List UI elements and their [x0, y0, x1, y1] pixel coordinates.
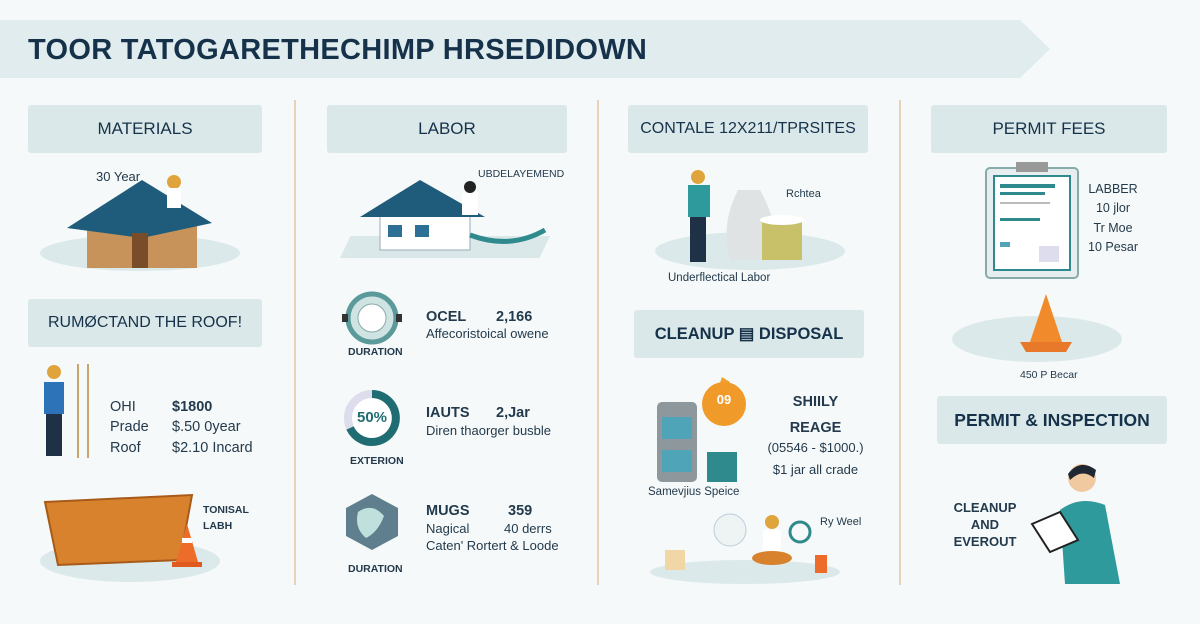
item-value: 359: [508, 503, 533, 519]
label-line: AND: [970, 516, 1000, 532]
traffic-cone-icon: [1020, 294, 1072, 352]
label-line: CLEANUP: [953, 500, 1017, 515]
gauge-value: 50%: [356, 409, 388, 426]
house-labor-illustration: [360, 180, 547, 251]
item-name: MUGS: [426, 503, 470, 519]
traffic-cone-icon: [172, 524, 202, 567]
dumpster-label: TONISAL LABH: [203, 503, 249, 535]
detail-line: 10 Pesar: [1088, 240, 1139, 255]
cleanup-disposal-header: CLEANUP ▤ DISPOSAL: [634, 310, 864, 358]
percentage-gauge: [344, 390, 400, 446]
house-label: UBDELAYEMEND: [478, 168, 565, 180]
cost-table: OHI $1800 Prade $.50 0year Roof $2.10 Incar…: [110, 397, 253, 458]
cone-label: 450 P Becar: [1020, 369, 1078, 381]
permit-fees-header: PERMIT FEES: [931, 105, 1167, 153]
permit-details: LABBER 10 jlor Tr Moe 10 Pesar: [1088, 180, 1138, 258]
detail-line: SHIILY: [792, 394, 839, 410]
house-roof-illustration: [67, 175, 212, 268]
item-name: IAUTS: [426, 405, 470, 421]
bag-label: Rchtea: [786, 188, 821, 200]
detail-line: LABBER: [1088, 182, 1138, 196]
divider: [294, 100, 296, 585]
row-value: $1800: [172, 399, 213, 415]
item-desc: 40 derrs: [504, 521, 552, 536]
inspector-illustration: [1030, 464, 1120, 584]
label-line: EVEROUT: [953, 533, 1017, 549]
detail-line: 10 jlor: [1095, 201, 1131, 216]
icon-label: EXTERION: [350, 455, 404, 467]
row-label: Prade: [110, 419, 149, 436]
item-value: 2,Jar: [496, 405, 530, 421]
roof-label: 30 Year: [96, 169, 141, 184]
label-line: TONISAL: [203, 504, 249, 516]
detail-line: $1 jar all crade: [772, 461, 859, 477]
detail-line: Tr Moe: [1093, 220, 1133, 235]
map-hexagon-icon: [346, 494, 398, 550]
cleaning-supplies-illustration: [657, 377, 746, 482]
divider: [597, 100, 599, 585]
permit-document-icon: [985, 162, 1079, 279]
label-line: LABH: [203, 519, 233, 532]
item-name: OCEL: [426, 309, 467, 325]
divider: [899, 100, 901, 585]
item-desc: Caten' Rortert & Loode: [426, 538, 559, 553]
icon-label: DURATION: [348, 563, 403, 575]
permit-inspection-header: PERMIT & INSPECTION: [937, 396, 1167, 444]
contale-header: CONTALE 12X211/TPRSITES: [628, 105, 868, 153]
worker-label: Ry Weel: [820, 516, 862, 528]
item-value: 2,166: [496, 309, 533, 325]
row-value: $.50 0year: [172, 419, 241, 436]
worker-materials-illustration: [688, 170, 804, 262]
row-value: $2.10 Incard: [172, 439, 253, 456]
item-desc: Diren thaorger busble: [426, 423, 552, 438]
worker-cleanup-illustration: [650, 513, 840, 584]
duration-clock-icon: [342, 291, 402, 345]
page-title: TOOR TATOGARETHECHIMP HRSEDIDOWN: [28, 34, 648, 66]
caption: Samevjius Speice: [648, 486, 740, 498]
title-banner: [0, 20, 1050, 78]
caption: Underflectical Labor: [668, 272, 771, 284]
row-label: Roof: [110, 439, 141, 456]
row-label: OHI: [110, 399, 136, 415]
detail-line: REAGE: [789, 420, 842, 437]
item-desc: Nagical: [426, 521, 470, 536]
detail-line: (05546 - $1000.): [767, 439, 864, 455]
item-desc: Affecoristoical owene: [426, 326, 549, 341]
materials-header: MATERIALS: [28, 105, 262, 153]
sun-badge-text: 09: [716, 392, 732, 407]
inspector-label: CLEANUP AND EVEROUT: [948, 500, 1022, 551]
disposal-details: SHIILY REAGE (05546 - $1000.) $1 jar all…: [758, 392, 873, 479]
worker-ladder-illustration: [44, 364, 89, 458]
section-header: RUMØCTAND THE ROOF!: [28, 299, 262, 347]
labor-header: LABOR: [327, 105, 567, 153]
icon-label: DURATION: [348, 346, 403, 358]
